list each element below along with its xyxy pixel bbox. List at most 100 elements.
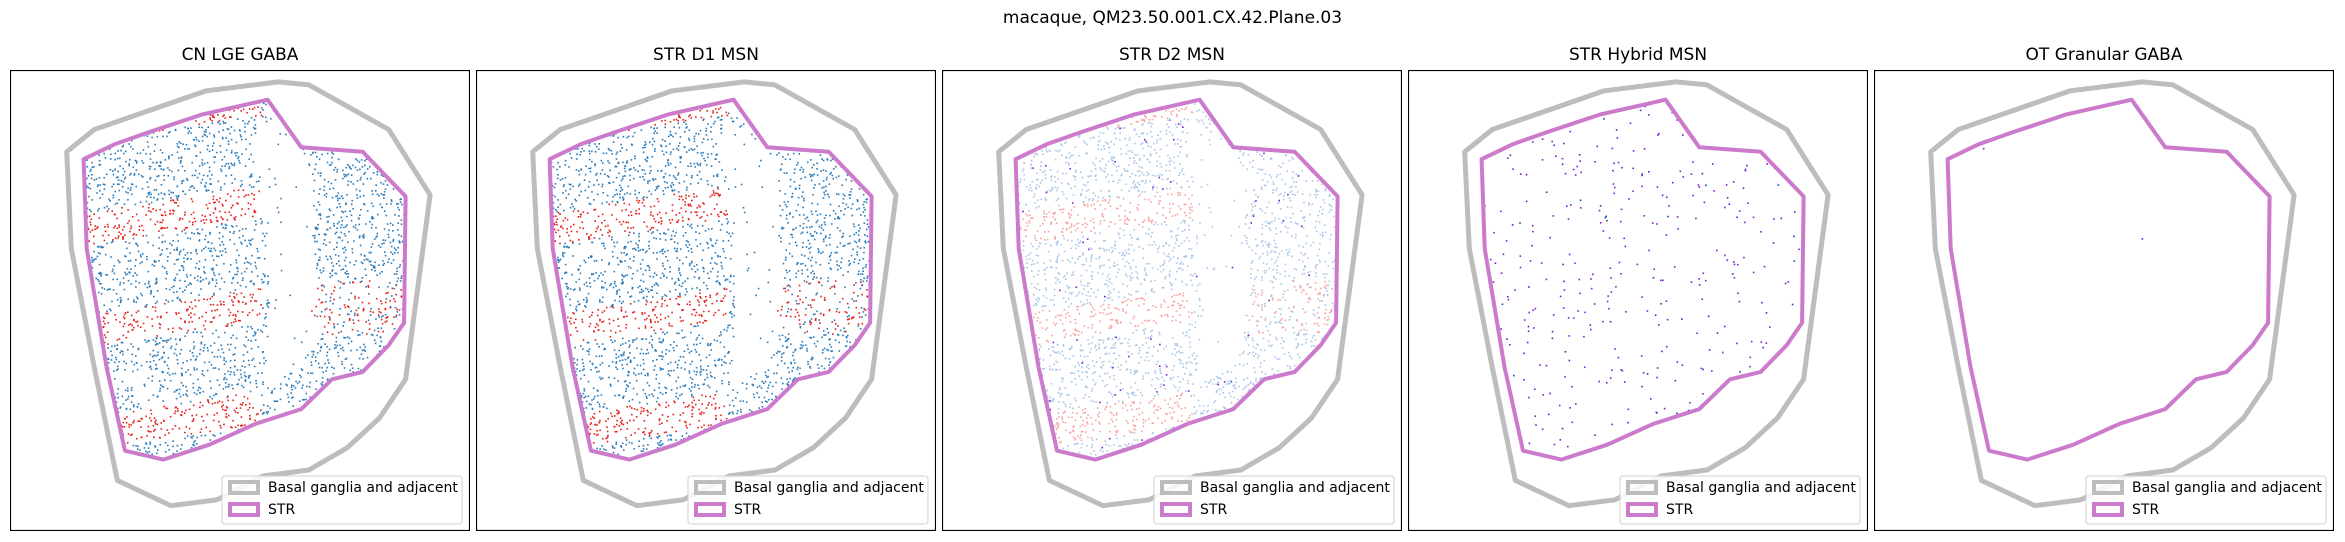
cell-point: [242, 301, 244, 303]
cell-point: [662, 265, 664, 267]
cell-point: [359, 178, 362, 181]
cell-point: [822, 169, 825, 172]
cell-point: [714, 262, 716, 264]
cell-point: [201, 159, 203, 161]
cell-point: [116, 227, 118, 230]
cell-point: [172, 327, 174, 330]
cell-point: [265, 325, 267, 327]
cell-point: [646, 382, 649, 384]
cell-point: [255, 413, 258, 416]
cell-point: [210, 247, 212, 250]
cell-point: [376, 171, 379, 173]
cell-point: [207, 399, 209, 401]
cell-point: [564, 217, 567, 219]
cell-point: [830, 268, 833, 271]
cell-point: [208, 281, 211, 284]
cell-point: [382, 330, 385, 333]
cell-point: [253, 119, 256, 121]
cell-point: [828, 358, 830, 360]
cell-point: [780, 360, 783, 362]
cell-point: [750, 375, 752, 378]
cell-point: [640, 279, 642, 282]
cell-point: [212, 195, 215, 198]
cell-point: [784, 336, 787, 339]
cell-point: [171, 428, 174, 430]
cell-point: [357, 319, 360, 322]
cell-point: [174, 348, 177, 351]
cell-point: [208, 150, 211, 153]
cell-point: [188, 220, 191, 223]
cell-point: [836, 246, 839, 248]
cell-point: [395, 314, 398, 317]
cell-point: [161, 221, 163, 224]
cell-point: [711, 138, 713, 141]
cell-point: [705, 164, 708, 166]
cell-point: [786, 271, 789, 274]
cell-point: [230, 343, 232, 346]
cell-point: [242, 108, 245, 111]
cell-point: [212, 279, 214, 281]
cell-point: [680, 207, 683, 209]
cell-point: [768, 269, 771, 271]
cell-point: [842, 232, 845, 235]
cell-point: [192, 444, 194, 446]
cell-point: [650, 429, 653, 432]
cell-point: [398, 240, 400, 242]
cell-point: [249, 176, 251, 178]
cell-point: [718, 220, 720, 222]
cell-point: [368, 251, 371, 254]
cell-point: [193, 217, 196, 220]
cell-point: [566, 285, 568, 288]
cell-point: [214, 201, 216, 204]
cell-point: [258, 180, 260, 182]
cell-point: [625, 221, 627, 224]
cell-point: [703, 203, 705, 205]
cell-point: [690, 248, 693, 250]
cell-point: [168, 432, 170, 434]
cell-point: [820, 227, 823, 229]
cell-point: [806, 268, 809, 271]
cell-point: [212, 267, 214, 270]
cell-point: [642, 273, 644, 276]
cell-point: [150, 193, 152, 195]
cell-point: [707, 365, 709, 367]
cell-point: [554, 215, 557, 217]
cell-point: [780, 168, 782, 171]
cell-point: [145, 415, 147, 418]
cell-point: [361, 166, 364, 168]
cell-point: [400, 277, 402, 279]
legend-box: [221, 475, 463, 525]
cell-point: [198, 239, 201, 241]
cell-point: [199, 348, 202, 351]
cell-point: [807, 219, 810, 222]
cell-point: [85, 185, 88, 187]
cell-point: [670, 389, 673, 391]
cell-point: [335, 195, 337, 198]
cell-point: [215, 151, 218, 154]
cell-point: [754, 378, 756, 380]
cell-point: [153, 150, 156, 152]
cell-point: [167, 357, 170, 359]
cell-point: [375, 297, 378, 300]
cell-point: [184, 148, 186, 150]
cell-point: [254, 220, 257, 222]
cell-point: [98, 282, 101, 285]
cell-point: [363, 236, 365, 238]
cell-point: [319, 175, 322, 177]
cell-point: [193, 367, 195, 369]
cell-point: [678, 126, 681, 129]
cell-point: [693, 137, 696, 140]
cell-point: [243, 344, 245, 346]
cell-point: [243, 262, 246, 264]
cell-point: [170, 191, 173, 194]
cell-point: [242, 235, 244, 237]
cell-point: [721, 379, 723, 382]
cell-point: [792, 228, 794, 231]
scatter-panel-2: Basal ganglia and adjacent STR: [476, 70, 936, 531]
cell-point: [185, 143, 188, 146]
cell-point: [231, 164, 234, 166]
cell-point: [308, 163, 310, 165]
cell-point: [590, 255, 592, 257]
cell-point: [158, 358, 161, 361]
cell-point: [145, 361, 148, 363]
